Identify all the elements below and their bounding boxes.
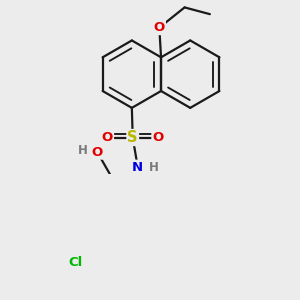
Text: N: N <box>132 161 143 174</box>
Text: S: S <box>128 130 138 145</box>
Text: Cl: Cl <box>68 256 83 269</box>
Text: O: O <box>102 131 113 144</box>
Text: O: O <box>92 146 103 159</box>
Text: O: O <box>154 21 165 34</box>
Text: O: O <box>152 131 164 144</box>
Text: H: H <box>78 144 88 157</box>
Text: H: H <box>149 161 159 174</box>
